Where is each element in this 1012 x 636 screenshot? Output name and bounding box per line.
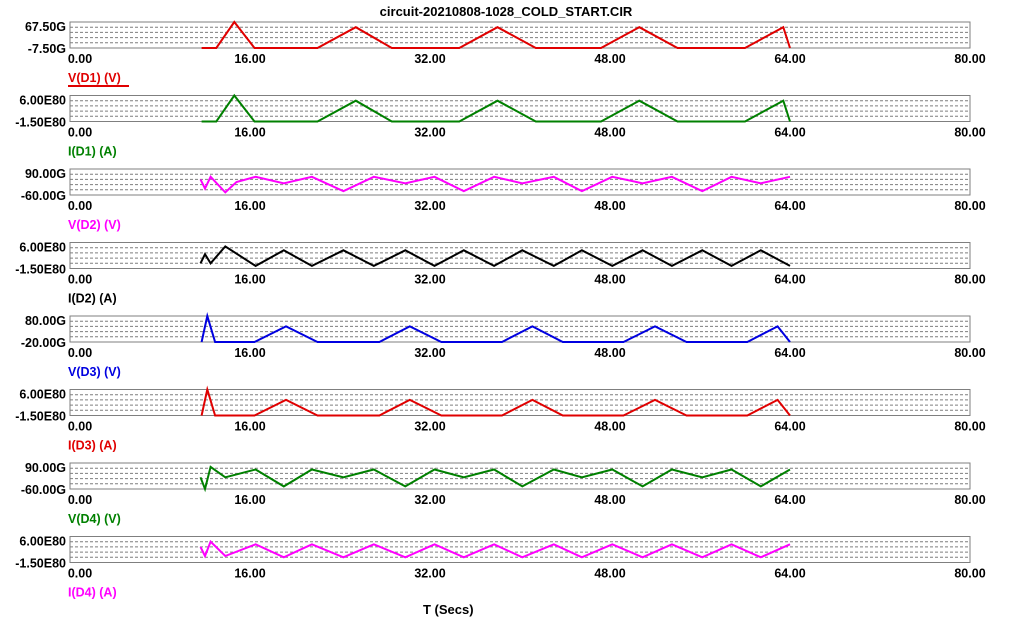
x-tick-label: 80.00 [954, 126, 985, 140]
x-tick-label: 48.00 [594, 567, 625, 581]
x-tick-label: 80.00 [954, 199, 985, 213]
series-line [200, 385, 791, 417]
x-tick-label: 48.00 [594, 199, 625, 213]
x-tick-label: 64.00 [774, 346, 805, 360]
x-tick-label: 64.00 [774, 52, 805, 66]
x-tick-label: 48.00 [594, 52, 625, 66]
y-min-label: -1.50E80 [15, 116, 66, 130]
x-tick-label: 16.00 [234, 273, 265, 287]
x-tick-label: 16.00 [234, 420, 265, 434]
legend-entry: V(D4) (V) [68, 512, 121, 526]
x-tick-label: 32.00 [414, 493, 445, 507]
y-min-label: -1.50E80 [15, 557, 66, 571]
x-tick-label: 80.00 [954, 52, 985, 66]
x-tick-label: 64.00 [774, 199, 805, 213]
y-min-label: -60.00G [21, 483, 66, 497]
x-tick-label: 80.00 [954, 420, 985, 434]
x-tick-label: 32.00 [414, 346, 445, 360]
legend-entry: I(D4) (A) [68, 586, 117, 600]
x-tick-label: 32.00 [414, 199, 445, 213]
y-max-label: 80.00G [25, 314, 66, 328]
series-line [199, 245, 791, 268]
x-tick-label: 64.00 [774, 493, 805, 507]
x-tick-label: 0.00 [68, 346, 92, 360]
x-tick-label: 0.00 [68, 420, 92, 434]
legend-entry: V(D3) (V) [68, 365, 121, 379]
x-tick-label: 48.00 [594, 420, 625, 434]
x-axis-label: T (Secs) [423, 602, 474, 617]
y-max-label: 6.00E80 [19, 94, 66, 108]
x-tick-label: 0.00 [68, 52, 92, 66]
x-tick-label: 48.00 [594, 493, 625, 507]
plot-frame [69, 242, 971, 269]
x-tick-label: 16.00 [234, 199, 265, 213]
x-tick-label: 80.00 [954, 493, 985, 507]
y-min-label: -60.00G [21, 189, 66, 203]
chart-title: circuit-20210808-1028_COLD_START.CIR [379, 4, 633, 19]
legend-entry: V(D1) (V) [68, 71, 121, 85]
x-tick-label: 0.00 [68, 493, 92, 507]
series-line [201, 93, 791, 123]
x-tick-label: 32.00 [414, 273, 445, 287]
plot-frame [69, 536, 971, 563]
plot-frame [69, 389, 971, 416]
series-line [199, 175, 791, 194]
legend-entry: I(D3) (A) [68, 439, 117, 453]
legend-entry: I(D2) (A) [68, 292, 117, 306]
x-tick-label: 48.00 [594, 126, 625, 140]
legend-entry: I(D1) (A) [68, 145, 117, 159]
x-tick-label: 0.00 [68, 199, 92, 213]
legend-entry: V(D2) (V) [68, 218, 121, 232]
x-tick-label: 32.00 [414, 126, 445, 140]
y-max-label: 90.00G [25, 461, 66, 475]
x-tick-label: 64.00 [774, 273, 805, 287]
plot-frame [69, 462, 971, 490]
plot-frame [69, 315, 971, 343]
x-tick-label: 32.00 [414, 567, 445, 581]
y-min-label: -1.50E80 [15, 263, 66, 277]
x-tick-label: 64.00 [774, 420, 805, 434]
plot-frame [69, 21, 971, 49]
x-tick-label: 64.00 [774, 567, 805, 581]
y-max-label: 6.00E80 [19, 388, 66, 402]
x-tick-label: 64.00 [774, 126, 805, 140]
series-line [200, 312, 791, 343]
y-min-label: -1.50E80 [15, 410, 66, 424]
x-tick-label: 16.00 [234, 567, 265, 581]
y-max-label: 90.00G [25, 167, 66, 181]
x-tick-label: 0.00 [68, 567, 92, 581]
y-min-label: -20.00G [21, 336, 66, 350]
x-tick-label: 80.00 [954, 567, 985, 581]
x-tick-label: 16.00 [234, 126, 265, 140]
x-tick-label: 16.00 [234, 493, 265, 507]
series-line [199, 539, 791, 559]
plot-frame [69, 168, 971, 196]
x-tick-label: 32.00 [414, 420, 445, 434]
x-tick-label: 0.00 [68, 126, 92, 140]
x-tick-label: 48.00 [594, 273, 625, 287]
x-tick-label: 48.00 [594, 346, 625, 360]
series-line [199, 465, 791, 493]
x-tick-label: 80.00 [954, 346, 985, 360]
x-tick-label: 16.00 [234, 52, 265, 66]
x-tick-label: 80.00 [954, 273, 985, 287]
y-min-label: -7.50G [28, 42, 66, 56]
x-tick-label: 0.00 [68, 273, 92, 287]
y-max-label: 6.00E80 [19, 535, 66, 549]
series-line [201, 20, 791, 49]
x-tick-label: 32.00 [414, 52, 445, 66]
y-max-label: 67.50G [25, 20, 66, 34]
plot-frame [69, 95, 971, 122]
y-max-label: 6.00E80 [19, 241, 66, 255]
x-tick-label: 16.00 [234, 346, 265, 360]
